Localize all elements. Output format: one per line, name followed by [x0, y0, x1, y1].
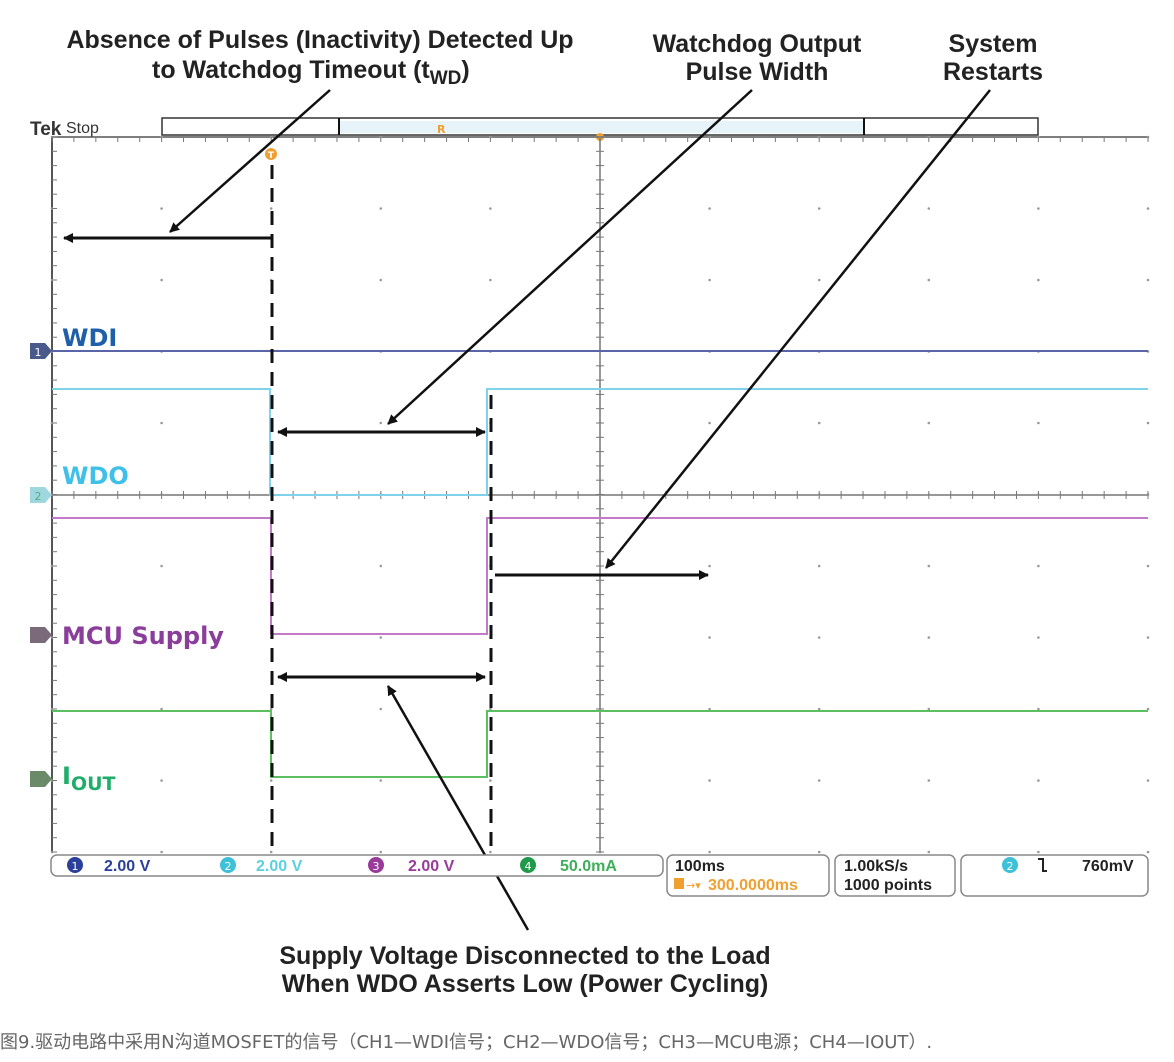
figure-caption: 图9.驱动电路中采用N沟道MOSFET的信号（CH1—WDI信号；CH2—WDO… [0, 1032, 933, 1053]
wdo-trace [52, 388, 1148, 496]
channel-3-marker[interactable] [30, 627, 52, 643]
tek-logo: Tek [30, 119, 62, 140]
trigger-position-marker: T [265, 148, 277, 161]
channel-scale-bar[interactable]: 1 2.00 V 2 2.00 V 3 2.00 V 4 50.0mA [50, 854, 664, 877]
acquisition-box[interactable]: 1.00kS/s 1000 points [834, 854, 956, 897]
svg-text:1000 points: 1000 points [844, 877, 932, 894]
ch2-scale: 2.00 V [256, 858, 303, 875]
svg-text:300.0000ms: 300.0000ms [708, 877, 798, 894]
waveforms [52, 350, 1148, 778]
channel-label-wdo: WDO [62, 462, 129, 490]
graticule [50, 135, 1150, 854]
svg-text:1.00kS/s: 1.00kS/s [844, 858, 908, 875]
channel-label-wdi: WDI [62, 324, 117, 352]
annotation-restart-line1: System [949, 30, 1038, 58]
annotation-restart-line2: Restarts [943, 58, 1043, 86]
svg-text:100ms: 100ms [675, 858, 725, 875]
annotation-inactivity-line1: Absence of Pulses (Inactivity) Detected … [66, 26, 573, 54]
supply-pointer [386, 685, 530, 931]
annotation-supply-line1: Supply Voltage Disconnected to the Load [279, 942, 770, 970]
channel-label-iout: IOUT [62, 762, 116, 795]
iout-trace [52, 710, 1148, 778]
annotation-supply-line2: When WDO Asserts Low (Power Cycling) [282, 970, 769, 998]
timebase-box[interactable]: 100ms →▾ 300.0000ms [666, 854, 830, 897]
annotation-pulse-width-line2: Pulse Width [686, 58, 829, 86]
svg-text:2: 2 [225, 860, 232, 873]
restart-pointer [605, 89, 991, 569]
inactivity-pointer [169, 89, 331, 233]
svg-text:→▾: →▾ [686, 879, 701, 892]
acquisition-state: Stop [66, 120, 99, 137]
falling-edge-icon [1038, 858, 1047, 872]
ch4-scale: 50.0mA [560, 858, 617, 875]
ch1-scale: 2.00 V [104, 858, 151, 875]
record-view-window[interactable] [339, 121, 864, 133]
svg-text:T: T [268, 151, 275, 161]
annotation-pulse-width-line1: Watchdog Output [653, 30, 862, 58]
mcu-supply-trace [52, 517, 1148, 635]
svg-text:1: 1 [72, 860, 79, 873]
channel-4-marker[interactable] [30, 771, 52, 787]
svg-text:760mV: 760mV [1082, 858, 1134, 875]
svg-text:4: 4 [525, 860, 532, 873]
svg-text:3: 3 [373, 860, 380, 873]
annotation-arrows [63, 89, 991, 931]
channel-2-marker[interactable]: 2 [30, 487, 52, 503]
svg-text:2: 2 [1007, 860, 1014, 873]
svg-text:1: 1 [35, 346, 42, 359]
pulse-width-pointer [387, 89, 753, 425]
ch3-scale: 2.00 V [408, 858, 455, 875]
annotation-inactivity-line2: to Watchdog Timeout (tWD) [152, 56, 470, 89]
svg-text:2: 2 [35, 490, 42, 503]
channel-label-mcu-supply: MCU Supply [62, 622, 224, 650]
trigger-box[interactable]: 2 760mV [960, 854, 1149, 897]
record-marker: R [437, 123, 446, 136]
channel-1-marker[interactable]: 1 [30, 343, 52, 359]
